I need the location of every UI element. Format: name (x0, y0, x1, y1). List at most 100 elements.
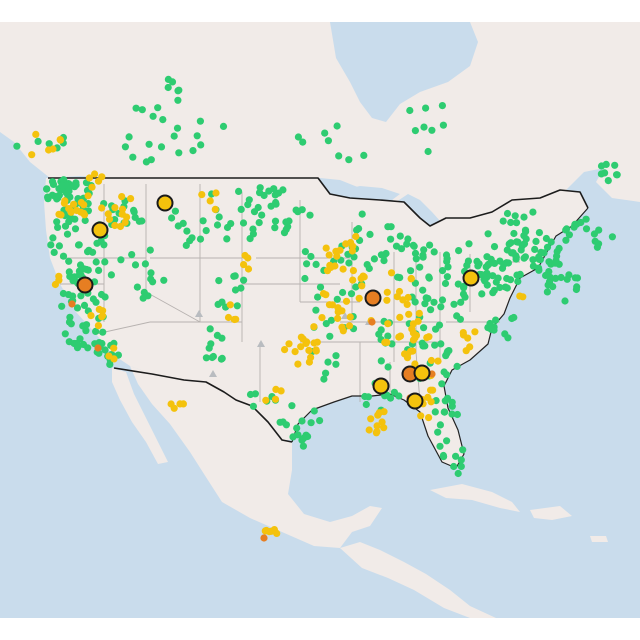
orange-station-dot[interactable] (68, 300, 76, 308)
green-station-dot[interactable] (404, 235, 412, 243)
yellow-station-dot[interactable] (459, 329, 467, 337)
green-station-dot[interactable] (50, 248, 58, 256)
yellow-station-dot[interactable] (375, 409, 383, 417)
green-station-dot[interactable] (362, 400, 370, 409)
green-station-dot[interactable] (174, 96, 182, 104)
green-station-dot[interactable] (197, 141, 205, 149)
yellow-station-dot[interactable] (94, 322, 102, 330)
yellow-station-dot[interactable] (318, 314, 326, 322)
green-station-dot[interactable] (562, 236, 570, 244)
yellow-station-dot[interactable] (198, 191, 206, 199)
yellow-station-dot[interactable] (291, 348, 299, 356)
yellow-station-dot[interactable] (244, 265, 253, 273)
yellow-station-dot[interactable] (73, 206, 81, 215)
green-station-dot[interactable] (453, 362, 461, 370)
green-station-dot[interactable] (459, 290, 468, 298)
green-station-dot[interactable] (582, 215, 590, 223)
green-station-dot[interactable] (218, 334, 226, 342)
green-station-dot[interactable] (282, 421, 290, 429)
green-station-dot[interactable] (314, 293, 322, 301)
green-station-dot[interactable] (117, 256, 125, 264)
green-station-dot[interactable] (459, 446, 467, 454)
green-station-dot[interactable] (49, 234, 57, 242)
yellow-station-dot[interactable] (312, 346, 320, 354)
green-station-dot[interactable] (445, 347, 453, 355)
yellow-station-dot[interactable] (516, 292, 524, 300)
green-station-dot[interactable] (496, 283, 504, 292)
green-station-dot[interactable] (424, 147, 432, 156)
green-station-dot[interactable] (353, 226, 361, 234)
yellow-station-dot[interactable] (383, 288, 391, 296)
green-station-dot[interactable] (174, 222, 182, 230)
yellow-station-dot[interactable] (325, 251, 333, 259)
green-station-dot[interactable] (450, 462, 458, 471)
yellow-station-dot[interactable] (378, 418, 386, 426)
green-station-dot[interactable] (512, 219, 521, 227)
green-station-dot[interactable] (363, 261, 371, 269)
green-station-dot[interactable] (453, 312, 461, 320)
green-station-dot[interactable] (53, 218, 61, 226)
green-station-dot[interactable] (335, 152, 343, 160)
green-station-dot[interactable] (45, 140, 53, 148)
green-station-dot[interactable] (452, 452, 460, 460)
green-station-dot[interactable] (345, 259, 353, 267)
yellow-station-dot[interactable] (110, 355, 118, 363)
yellow-station-dot[interactable] (401, 350, 409, 358)
green-station-dot[interactable] (431, 408, 439, 416)
green-station-dot[interactable] (321, 129, 329, 137)
green-station-dot[interactable] (125, 133, 133, 141)
orange-station-dots[interactable] (68, 300, 436, 542)
green-station-dot[interactable] (347, 290, 356, 298)
green-station-dot[interactable] (421, 300, 429, 308)
yellow-station-dot[interactable] (373, 428, 381, 436)
yellow-station-dot[interactable] (349, 267, 357, 275)
green-station-dot[interactable] (512, 253, 520, 261)
green-station-dot[interactable] (410, 242, 418, 250)
yellow-station-dot[interactable] (399, 296, 407, 304)
green-station-dot[interactable] (377, 251, 385, 259)
yellow-station-dot[interactable] (277, 387, 285, 395)
green-station-dot[interactable] (520, 213, 528, 221)
orange-station-dot[interactable] (94, 344, 102, 352)
yellow-station-dot[interactable] (87, 312, 95, 320)
green-station-dot[interactable] (131, 261, 140, 269)
green-station-dot[interactable] (419, 253, 427, 261)
green-station-dot[interactable] (454, 469, 462, 478)
green-station-dot[interactable] (438, 296, 447, 304)
green-station-dot[interactable] (271, 224, 279, 232)
yellow-station-dot[interactable] (339, 265, 347, 273)
green-station-dot[interactable] (571, 274, 579, 282)
green-station-dot[interactable] (390, 388, 398, 396)
green-station-dot[interactable] (565, 271, 573, 279)
green-station-dot[interactable] (299, 138, 307, 146)
green-station-dot[interactable] (307, 252, 315, 261)
green-station-dot[interactable] (562, 226, 570, 234)
yellow-station-dot[interactable] (334, 314, 342, 322)
green-station-dot[interactable] (157, 143, 166, 151)
green-station-dot[interactable] (428, 126, 436, 134)
green-station-dot[interactable] (249, 225, 257, 233)
green-station-dot[interactable] (93, 239, 101, 247)
green-station-dot[interactable] (218, 298, 226, 306)
yellow-station-dot[interactable] (285, 340, 293, 348)
green-station-dot[interactable] (47, 241, 55, 249)
green-station-dot[interactable] (193, 132, 201, 140)
yellow-station-dot[interactable] (466, 343, 474, 351)
green-station-dot[interactable] (231, 286, 240, 294)
green-station-dot[interactable] (101, 346, 109, 354)
green-station-dot[interactable] (168, 214, 176, 222)
green-station-dot[interactable] (582, 225, 591, 233)
large-marker-florida-panhandle[interactable] (406, 392, 424, 410)
green-station-dot[interactable] (80, 301, 89, 309)
green-station-dot[interactable] (107, 271, 115, 279)
green-station-dot[interactable] (189, 147, 197, 155)
yellow-station-dot[interactable] (262, 396, 270, 404)
yellow-station-dot[interactable] (355, 294, 363, 302)
green-station-dot[interactable] (444, 263, 452, 271)
green-station-dot[interactable] (199, 217, 207, 225)
yellow-station-dot[interactable] (310, 323, 318, 331)
green-station-dot[interactable] (460, 282, 468, 290)
large-marker-alabama-east[interactable] (413, 364, 431, 382)
yellow-station-dot[interactable] (417, 412, 425, 420)
green-station-dot[interactable] (164, 75, 172, 83)
